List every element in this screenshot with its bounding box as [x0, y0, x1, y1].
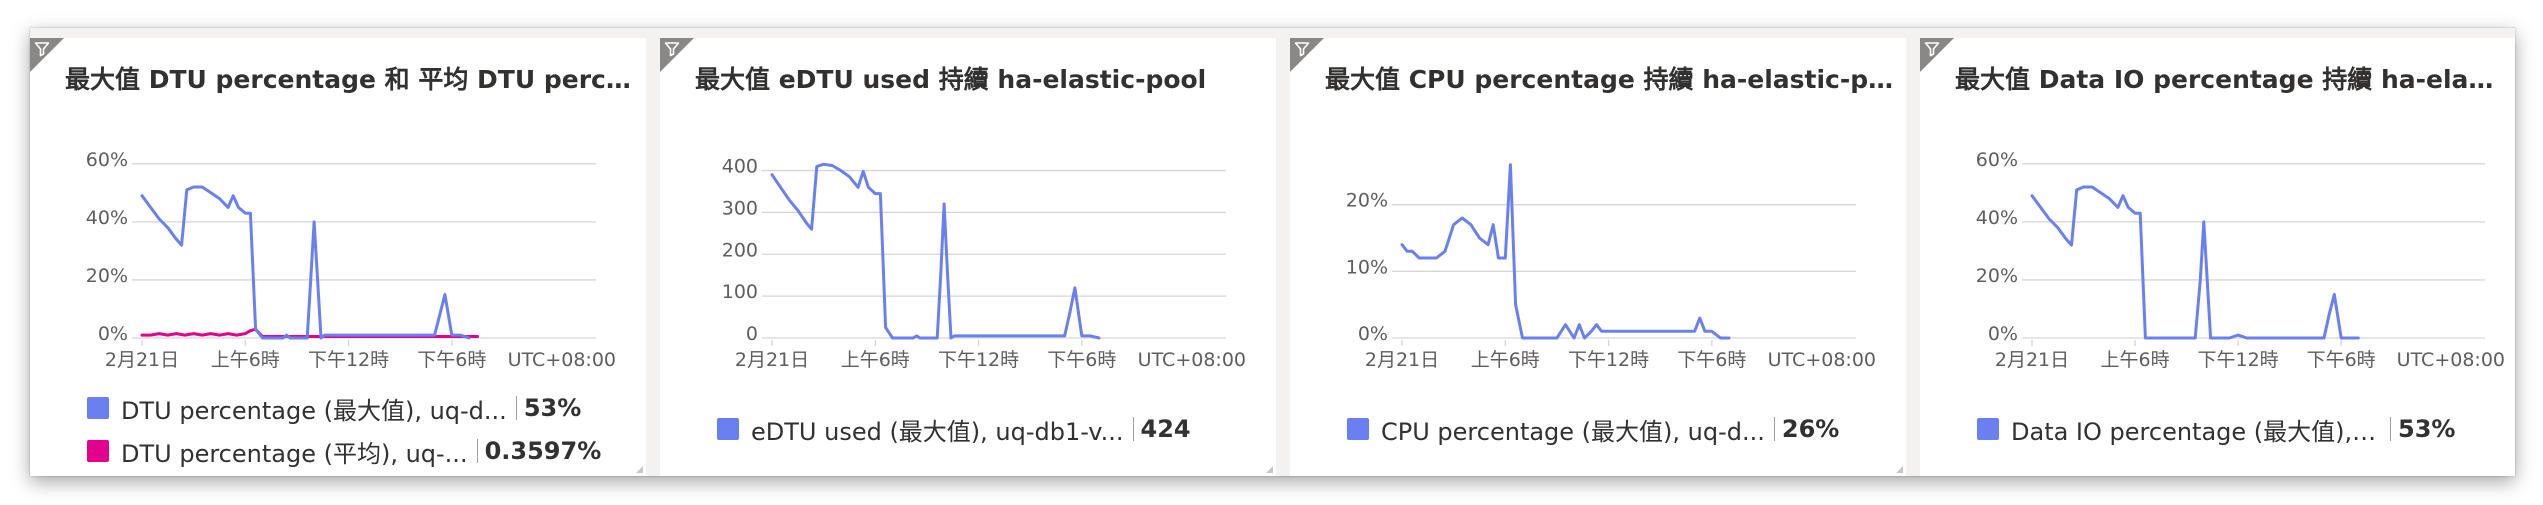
y-tick-label: 0% — [98, 323, 128, 345]
x-tick-label: 下午6時 — [2307, 349, 2376, 371]
x-tick-label: 上午6時 — [2101, 349, 2170, 371]
dtu-percentage-chart: 0% 20% 40% 60% 2月21日 上午6時 下午12時 下午6時 UTC+08:00 — [86, 149, 616, 371]
tile-title: 最大值 DTU percentage 和 平均 DTU percen... — [65, 65, 635, 94]
legend-divider — [515, 396, 517, 420]
x-tick-label: 2月21日 — [1365, 349, 1439, 371]
x-timezone-label: UTC+08:00 — [2397, 349, 2505, 371]
legend-divider — [476, 439, 478, 463]
filter-icon[interactable] — [1294, 41, 1310, 57]
legend-label: CPU percentage (最大值), uq-d... — [1381, 417, 1765, 446]
x-tick-label: 上午6時 — [1471, 349, 1540, 371]
legend-swatch — [717, 418, 739, 440]
filter-icon[interactable] — [664, 41, 680, 57]
y-tick-label: 100 — [722, 281, 758, 303]
y-tick-label: 20% — [1346, 190, 1388, 212]
resize-handle[interactable] — [636, 466, 643, 473]
legend-value: 0.3597% — [484, 437, 602, 465]
dtu-percentage-tile[interactable]: 最大值 DTU percentage 和 平均 DTU percen... 0%… — [30, 38, 646, 476]
legend-divider — [1132, 417, 1134, 441]
legend-item-data-io[interactable]: Data IO percentage (最大值), u... 53% — [1977, 414, 2456, 446]
x-tick-label: 下午6時 — [1677, 349, 1746, 371]
filter-icon[interactable] — [34, 41, 50, 57]
edtu-used-tile[interactable]: 最大值 eDTU used 持續 ha-elastic-pool 0 100 200… — [660, 38, 1276, 476]
x-tick-label: 上午6時 — [211, 349, 280, 371]
y-tick-label: 0 — [746, 323, 758, 345]
legend-swatch — [1977, 418, 1999, 440]
series-line — [1400, 163, 1731, 340]
x-timezone-label: UTC+08:00 — [1138, 349, 1246, 371]
y-tick-label: 10% — [1346, 256, 1388, 278]
y-tick-label: 400 — [722, 156, 758, 178]
cpu-percentage-chart: 0% 10% 20% 2月21日 上午6時 下午12時 下午6時 UTC+08:00 — [1346, 163, 1876, 371]
y-tick-label: 0% — [1988, 323, 2018, 345]
x-timezone-label: UTC+08:00 — [508, 349, 616, 371]
legend-value: 26% — [1781, 415, 1840, 443]
resize-handle[interactable] — [1896, 466, 1903, 473]
x-tick-label: 下午12時 — [308, 349, 389, 371]
tile-title: 最大值 eDTU used 持續 ha-elastic-pool — [695, 65, 1207, 94]
data-io-percentage-tile[interactable]: 最大值 Data IO percentage 持續 ha-elastic-...… — [1920, 38, 2515, 476]
y-tick-label: 20% — [1976, 265, 2018, 287]
legend-item-edtu[interactable]: eDTU used (最大值), uq-db1-v... 424 — [717, 414, 1191, 446]
legend-value: 53% — [2398, 415, 2456, 443]
y-tick-label: 40% — [86, 207, 128, 229]
x-tick-label: 下午6時 — [417, 349, 486, 371]
x-tick-label: 下午12時 — [1568, 349, 1649, 371]
x-tick-label: 下午12時 — [938, 349, 1019, 371]
legend-divider — [1773, 417, 1775, 441]
legend-item-dtu-max[interactable]: DTU percentage (最大值), uq-d... 53% — [87, 393, 582, 425]
series-line — [770, 162, 1101, 340]
tile-title: 最大值 Data IO percentage 持續 ha-elastic-... — [1955, 65, 2505, 94]
legend-label: eDTU used (最大值), uq-db1-v... — [751, 417, 1124, 446]
x-tick-label: 下午12時 — [2198, 349, 2279, 371]
x-tick-label: 上午6時 — [841, 349, 910, 371]
y-tick-label: 40% — [1976, 207, 2018, 229]
data-io-percentage-chart: 0% 20% 40% 60% 2月21日 上午6時 下午12時 下午6時 UTC+08:00 — [1976, 149, 2505, 371]
legend-swatch — [87, 397, 109, 419]
filter-icon[interactable] — [1924, 41, 1940, 57]
x-timezone-label: UTC+08:00 — [1768, 349, 1876, 371]
x-tick-label: 2月21日 — [1995, 349, 2069, 371]
legend-item-dtu-avg[interactable]: DTU percentage (平均), uq-... 0.3597% — [87, 436, 602, 468]
legend-label: DTU percentage (平均), uq-... — [121, 439, 468, 468]
series-line — [2030, 185, 2360, 340]
legend-divider — [2390, 417, 2391, 441]
dashboard-tile-strip: 最大值 DTU percentage 和 平均 DTU percen... 0%… — [30, 28, 2515, 476]
legend-value: 424 — [1140, 415, 1191, 443]
x-tick-label: 下午6時 — [1047, 349, 1116, 371]
x-tick-label: 2月21日 — [105, 349, 179, 371]
x-tick-label: 2月21日 — [735, 349, 809, 371]
y-tick-label: 60% — [1976, 149, 2018, 171]
y-tick-label: 0% — [1358, 323, 1388, 345]
resize-handle[interactable] — [1266, 466, 1273, 473]
legend-swatch — [87, 440, 109, 462]
legend-label: Data IO percentage (最大值), u... — [2011, 417, 2381, 446]
cpu-percentage-tile[interactable]: 最大值 CPU percentage 持續 ha-elastic-pool 0%… — [1290, 38, 1906, 476]
y-tick-label: 200 — [722, 239, 758, 261]
legend-swatch — [1347, 418, 1369, 440]
series-line — [140, 185, 471, 340]
y-tick-label: 20% — [86, 265, 128, 287]
tile-title: 最大值 CPU percentage 持續 ha-elastic-pool — [1325, 65, 1895, 94]
legend-value: 53% — [523, 394, 582, 422]
edtu-used-chart: 0 100 200 300 400 2月21日 上午6時 下午12時 下午6時 UTC+08:00 — [722, 156, 1246, 371]
legend-label: DTU percentage (最大值), uq-d... — [121, 396, 507, 425]
legend-item-cpu[interactable]: CPU percentage (最大值), uq-d... 26% — [1347, 414, 1840, 446]
y-tick-label: 60% — [86, 149, 128, 171]
y-tick-label: 300 — [722, 197, 758, 219]
